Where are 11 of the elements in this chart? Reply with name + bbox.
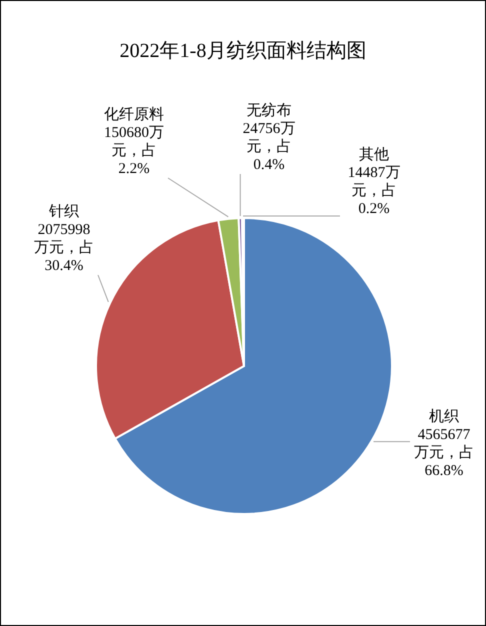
slice-label: 机织: [429, 408, 459, 425]
slice-label: 无纺布: [246, 102, 292, 119]
slice-label: 针织: [48, 203, 79, 220]
data-label: 14487万元，占0.2%: [348, 165, 400, 217]
slice-label: 其他: [359, 146, 389, 163]
data-label: 150680万元，占2.2%: [104, 125, 164, 177]
data-label: 2075998万元，占30.4%: [34, 222, 94, 274]
data-label: 4565677万元，占66.8%: [414, 427, 474, 479]
chart-title: 2022年1-8月纺织面料结构图: [120, 40, 366, 62]
slice-label: 化纤原料: [104, 106, 164, 123]
data-label: 24756万元，占0.4%: [242, 121, 296, 173]
